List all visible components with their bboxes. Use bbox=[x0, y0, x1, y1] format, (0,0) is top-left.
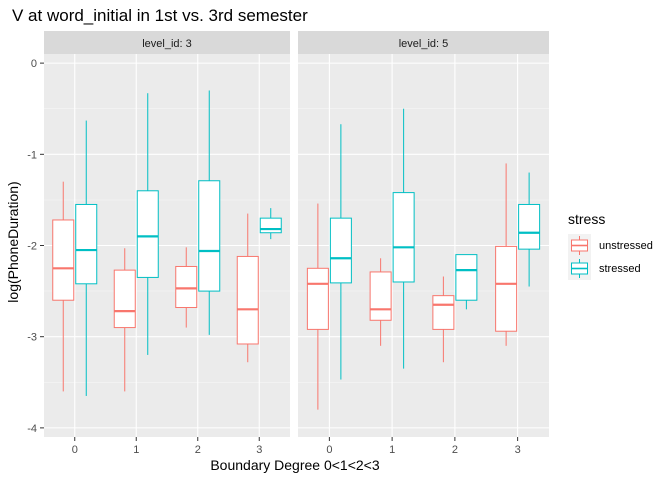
box-unstressed-3 bbox=[236, 213, 259, 363]
y-axis-title: log(PhoneDuration) bbox=[5, 181, 21, 302]
x-tick-label: 1 bbox=[133, 444, 139, 456]
box-body bbox=[306, 267, 329, 330]
box-body bbox=[175, 265, 198, 309]
box-body bbox=[236, 255, 259, 345]
legend-label: unstressed bbox=[599, 240, 653, 252]
y-tick-label: -4 bbox=[27, 423, 37, 435]
box-body bbox=[113, 269, 136, 329]
x-tick-label: 0 bbox=[326, 444, 332, 456]
box-unstressed-1 bbox=[369, 258, 392, 346]
x-axis-title: Boundary Degree 0<1<2<3 bbox=[210, 457, 380, 473]
box-stressed-3 bbox=[259, 208, 282, 240]
x-tick-label: 3 bbox=[256, 444, 262, 456]
box-body bbox=[329, 217, 352, 284]
legend-entry-unstressed: unstressed bbox=[568, 234, 653, 257]
box-stressed-2 bbox=[198, 90, 221, 335]
x-axis: 0 1 2 3 0 1 2 3 bbox=[72, 437, 521, 456]
box-body bbox=[495, 245, 518, 332]
box-body bbox=[432, 295, 455, 330]
legend: stress unstressed stressed bbox=[568, 211, 653, 280]
legend-entries: unstressed stressed bbox=[568, 234, 653, 280]
box-body bbox=[198, 180, 221, 292]
legend-title: stress bbox=[568, 211, 605, 227]
box-stressed-0 bbox=[75, 120, 98, 396]
legend-entry-stressed: stressed bbox=[568, 257, 641, 280]
box-stressed-2 bbox=[455, 254, 478, 310]
legend-label: stressed bbox=[599, 263, 641, 275]
box-unstressed-2 bbox=[175, 247, 198, 328]
box-stressed-1 bbox=[392, 108, 415, 369]
box-stressed-3 bbox=[518, 172, 541, 287]
box-body bbox=[369, 271, 392, 321]
y-tick-label: -3 bbox=[27, 332, 37, 344]
x-tick-label: 0 bbox=[72, 444, 78, 456]
x-tick-label: 3 bbox=[515, 444, 521, 456]
facet-strip bbox=[298, 31, 549, 54]
box-unstressed-2 bbox=[432, 276, 455, 363]
box-unstressed-0 bbox=[52, 181, 75, 392]
y-tick-label: 0 bbox=[31, 58, 37, 70]
box-body bbox=[52, 219, 75, 301]
box-body bbox=[75, 203, 98, 285]
facet-strip bbox=[44, 31, 290, 54]
x-tick-label: 1 bbox=[389, 444, 395, 456]
x-tick-label: 2 bbox=[452, 444, 458, 456]
facet-strip-label: level_id: 5 bbox=[399, 38, 449, 50]
y-axis: 0 -1 -2 -3 -4 bbox=[27, 58, 44, 435]
box-unstressed-0 bbox=[306, 203, 329, 410]
box-body bbox=[455, 254, 478, 301]
facet-strip-label: level_id: 3 bbox=[142, 38, 192, 50]
facet-panel: level_id: 3 bbox=[44, 31, 290, 437]
facet-panels: level_id: 3 level_id: 5 bbox=[44, 31, 549, 437]
facet-panel: level_id: 5 bbox=[298, 31, 549, 437]
box-body bbox=[518, 203, 541, 250]
y-tick-label: -2 bbox=[27, 241, 37, 253]
box-body bbox=[392, 192, 415, 283]
box-body bbox=[259, 217, 282, 234]
y-tick-label: -1 bbox=[27, 149, 37, 161]
box-unstressed-1 bbox=[113, 248, 136, 392]
box-body bbox=[136, 190, 159, 278]
chart-title: V at word_initial in 1st vs. 3rd semeste… bbox=[12, 6, 308, 25]
x-tick-label: 2 bbox=[195, 444, 201, 456]
box-stressed-1 bbox=[136, 93, 159, 355]
box-unstressed-3 bbox=[495, 163, 518, 346]
box-stressed-0 bbox=[329, 124, 352, 380]
